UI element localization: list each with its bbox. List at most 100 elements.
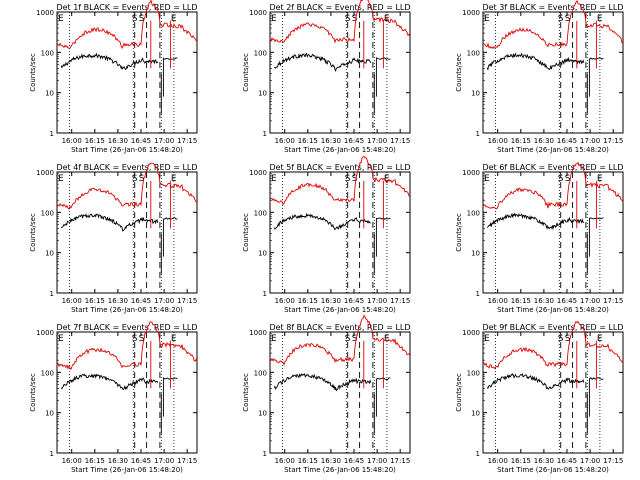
x-tick-label: 17:15 (177, 457, 197, 465)
x-tick-label: 16:45 (344, 297, 364, 305)
y-tick-label: 100 (467, 369, 480, 377)
marker-e: E (171, 174, 177, 184)
plot-frame (269, 11, 411, 134)
marker-s: S (352, 334, 358, 344)
series-lld-line (56, 0, 198, 69)
plot-frame (482, 11, 624, 134)
marker-e: E (171, 14, 177, 24)
plot-frame (56, 11, 198, 134)
series-events-line (486, 373, 604, 434)
y-tick-label: 100 (41, 369, 54, 377)
series-lld-line (482, 161, 624, 229)
y-tick-label: 10 (471, 90, 480, 98)
marker-s: S (565, 174, 571, 184)
marker-s: S (558, 14, 564, 24)
x-axis-label: Start Time (26-Jan-06 15:48:20) (284, 146, 396, 154)
marker-s: S (139, 174, 145, 184)
x-tick-label: 16:45 (131, 457, 151, 465)
marker-s: S (132, 14, 138, 24)
marker-e: E (484, 334, 490, 344)
series-lld-line (56, 321, 198, 389)
plot-frame (269, 171, 411, 294)
panel-det-3f: Det 3f BLACK = Events, RED = LLD 1 10 100 10… (455, 0, 624, 154)
panel-title: Det 8f BLACK = Events, RED = LLD (269, 323, 410, 332)
x-tick-label: 16:00 (488, 137, 508, 145)
marker-e: E (384, 334, 390, 344)
x-tick-label: 16:30 (534, 297, 554, 305)
x-tick-label: 16:30 (321, 137, 341, 145)
x-tick-label: 16:15 (85, 297, 105, 305)
x-axis-label: Start Time (26-Jan-06 15:48:20) (497, 306, 609, 314)
plot-frame (56, 331, 198, 454)
marker-s: S (345, 14, 351, 24)
x-tick-label: 16:30 (321, 297, 341, 305)
y-tick-label: 1000 (249, 9, 267, 17)
marker-e: E (58, 174, 64, 184)
x-tick-label: 17:00 (154, 137, 174, 145)
marker-e: E (384, 174, 390, 184)
x-tick-label: 17:15 (390, 457, 410, 465)
series-lld-line (269, 0, 411, 69)
y-tick-label: 1000 (462, 329, 480, 337)
y-tick-label: 1 (263, 130, 267, 138)
x-tick-label: 17:00 (154, 457, 174, 465)
x-tick-label: 16:00 (275, 297, 295, 305)
y-tick-label: 100 (467, 209, 480, 217)
y-tick-label: 1 (263, 290, 267, 298)
plot-frame (482, 171, 624, 294)
marker-e: E (597, 174, 603, 184)
panel-det-5f: Det 5f BLACK = Events, RED = LLD 1 10 100 10… (242, 155, 411, 314)
x-axis-label: Start Time (26-Jan-06 15:48:20) (71, 466, 183, 474)
x-tick-label: 17:15 (390, 297, 410, 305)
panel-title: Det 7f BLACK = Events, RED = LLD (56, 323, 197, 332)
y-tick-label: 10 (258, 410, 267, 418)
marker-e: E (597, 334, 603, 344)
panel-det-7f: Det 7f BLACK = Events, RED = LLD 1 10 100 10… (29, 321, 198, 474)
series-lld-line (269, 155, 411, 229)
marker-e: E (58, 334, 64, 344)
series-events-line (60, 212, 178, 274)
y-tick-label: 10 (45, 250, 54, 258)
panel-det-4f: Det 4f BLACK = Events, RED = LLD 1 10 100 10… (29, 162, 198, 314)
x-tick-label: 16:00 (275, 457, 295, 465)
panel-det-2f: Det 2f BLACK = Events, RED = LLD 1 10 100 10… (242, 0, 411, 154)
x-axis-label: Start Time (26-Jan-06 15:48:20) (284, 466, 396, 474)
x-axis-label: Start Time (26-Jan-06 15:48:20) (497, 146, 609, 154)
x-tick-label: 17:00 (580, 457, 600, 465)
marker-e: E (271, 174, 277, 184)
marker-s: S (352, 174, 358, 184)
marker-s: S (132, 174, 138, 184)
marker-s: S (565, 14, 571, 24)
x-axis-label: Start Time (26-Jan-06 15:48:20) (284, 306, 396, 314)
x-tick-label: 16:00 (275, 137, 295, 145)
x-tick-label: 16:00 (62, 137, 82, 145)
y-tick-label: 1 (50, 130, 54, 138)
plot-frame (482, 331, 624, 454)
marker-s: S (352, 14, 358, 24)
y-tick-label: 1000 (462, 169, 480, 177)
panel-title: Det 9f BLACK = Events, RED = LLD (482, 323, 623, 332)
y-axis-label: Counts/sec (455, 373, 463, 412)
x-tick-label: 17:15 (177, 137, 197, 145)
x-tick-label: 16:15 (298, 457, 318, 465)
marker-e: E (484, 174, 490, 184)
y-axis-label: Counts/sec (455, 213, 463, 252)
x-tick-label: 17:00 (580, 137, 600, 145)
y-tick-label: 100 (41, 49, 54, 57)
y-tick-label: 100 (467, 49, 480, 57)
marker-s: S (345, 174, 351, 184)
y-tick-label: 10 (471, 250, 480, 258)
y-tick-label: 1000 (462, 9, 480, 17)
marker-s: S (139, 334, 145, 344)
x-tick-label: 16:00 (62, 457, 82, 465)
marker-e: E (271, 14, 277, 24)
y-tick-label: 1000 (36, 9, 54, 17)
x-tick-label: 16:45 (557, 457, 577, 465)
series-events-line (486, 212, 604, 274)
x-tick-label: 17:00 (367, 457, 387, 465)
y-tick-label: 10 (45, 410, 54, 418)
x-tick-label: 16:45 (131, 297, 151, 305)
x-tick-label: 16:45 (131, 137, 151, 145)
panel-title: Det 1f BLACK = Events, RED = LLD (56, 3, 197, 12)
